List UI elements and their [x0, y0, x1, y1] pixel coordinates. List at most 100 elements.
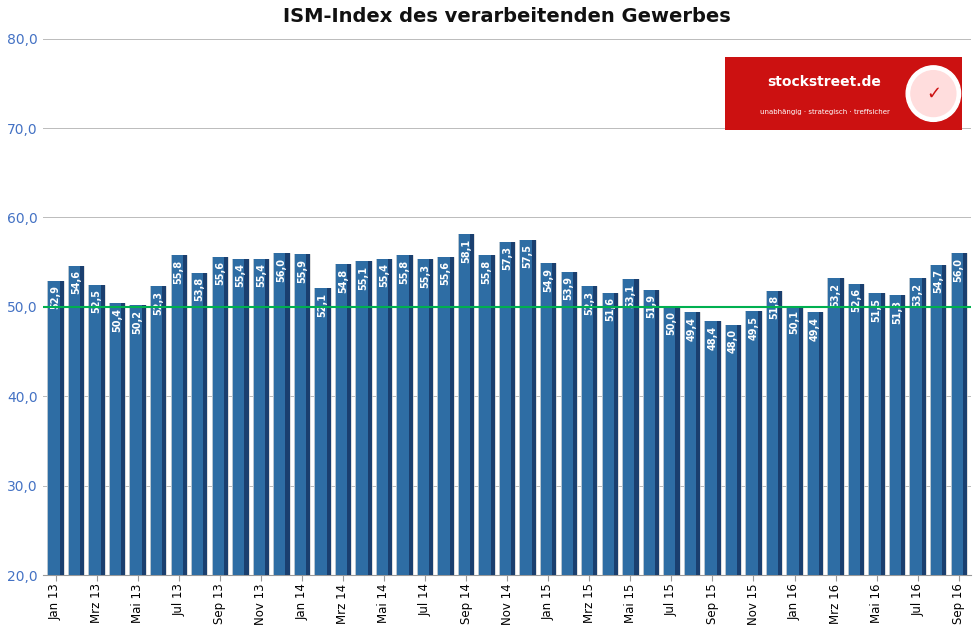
Bar: [724, 325, 725, 575]
Bar: [498, 241, 511, 575]
Text: 55,9: 55,9: [297, 258, 307, 283]
Bar: [580, 286, 581, 575]
Bar: [224, 257, 228, 575]
Bar: [560, 272, 561, 575]
Title: ISM-Index des verarbeitenden Gewerbes: ISM-Index des verarbeitenden Gewerbes: [283, 7, 730, 26]
Bar: [490, 255, 494, 575]
Bar: [614, 293, 617, 575]
Bar: [573, 272, 576, 575]
Bar: [396, 255, 397, 575]
Bar: [396, 255, 408, 575]
Bar: [314, 288, 326, 575]
Text: 51,5: 51,5: [871, 298, 880, 322]
Bar: [539, 263, 552, 575]
Text: 52,1: 52,1: [318, 293, 327, 317]
Bar: [478, 255, 490, 575]
Bar: [868, 293, 880, 575]
Bar: [962, 253, 966, 575]
Bar: [519, 240, 520, 575]
Text: 53,1: 53,1: [624, 284, 635, 308]
Bar: [273, 253, 274, 575]
Bar: [470, 234, 474, 575]
Text: 55,4: 55,4: [256, 263, 266, 287]
Text: 49,5: 49,5: [747, 316, 758, 340]
Bar: [621, 279, 622, 575]
Bar: [416, 260, 417, 575]
Bar: [232, 258, 244, 575]
Bar: [265, 258, 269, 575]
Bar: [478, 255, 479, 575]
Bar: [211, 257, 224, 575]
Bar: [121, 303, 125, 575]
Bar: [211, 257, 212, 575]
Bar: [375, 258, 388, 575]
Text: 55,4: 55,4: [235, 263, 245, 287]
Bar: [642, 290, 655, 575]
Bar: [416, 260, 429, 575]
Bar: [942, 265, 946, 575]
Bar: [634, 279, 638, 575]
Text: 48,4: 48,4: [706, 325, 717, 349]
Bar: [334, 264, 335, 575]
Bar: [531, 240, 535, 575]
Text: 55,8: 55,8: [481, 260, 491, 284]
Bar: [798, 306, 802, 575]
Bar: [47, 281, 48, 575]
Bar: [47, 281, 60, 575]
Bar: [437, 257, 449, 575]
Bar: [703, 321, 716, 575]
Text: 52,6: 52,6: [850, 288, 860, 312]
Bar: [786, 306, 798, 575]
Bar: [744, 312, 745, 575]
Text: 54,7: 54,7: [932, 269, 942, 293]
Bar: [880, 293, 884, 575]
Bar: [170, 255, 171, 575]
Bar: [901, 295, 905, 575]
Text: 54,8: 54,8: [338, 269, 348, 293]
Bar: [334, 264, 347, 575]
Bar: [757, 312, 761, 575]
Bar: [929, 265, 930, 575]
Text: 50,0: 50,0: [665, 312, 676, 336]
Bar: [806, 312, 819, 575]
Bar: [888, 295, 901, 575]
Bar: [560, 272, 573, 575]
Text: 52,5: 52,5: [92, 289, 102, 313]
Bar: [888, 295, 889, 575]
Text: 56,0: 56,0: [953, 258, 962, 282]
Bar: [273, 253, 285, 575]
Bar: [539, 263, 540, 575]
Bar: [868, 293, 869, 575]
Bar: [429, 260, 433, 575]
Bar: [67, 265, 80, 575]
Bar: [929, 265, 942, 575]
Bar: [511, 241, 515, 575]
Bar: [108, 303, 121, 575]
Text: 51,6: 51,6: [604, 297, 615, 321]
Text: 50,1: 50,1: [788, 310, 799, 334]
Text: 48,0: 48,0: [727, 329, 738, 353]
Bar: [655, 290, 658, 575]
Bar: [703, 321, 704, 575]
Bar: [737, 325, 741, 575]
Text: 49,4: 49,4: [809, 317, 819, 341]
Text: 55,6: 55,6: [215, 261, 225, 285]
Bar: [580, 286, 593, 575]
Bar: [355, 261, 367, 575]
Text: 51,8: 51,8: [768, 295, 779, 319]
Bar: [129, 305, 130, 575]
Bar: [67, 265, 68, 575]
Bar: [765, 291, 766, 575]
Bar: [847, 284, 860, 575]
Text: 51,3: 51,3: [891, 300, 901, 324]
Bar: [683, 312, 696, 575]
Text: 55,3: 55,3: [419, 264, 430, 288]
Bar: [950, 253, 951, 575]
Text: 54,6: 54,6: [71, 270, 81, 294]
Bar: [662, 307, 675, 575]
Bar: [724, 325, 737, 575]
Bar: [191, 273, 203, 575]
Bar: [683, 312, 684, 575]
Bar: [388, 258, 392, 575]
Text: 55,6: 55,6: [440, 261, 450, 285]
